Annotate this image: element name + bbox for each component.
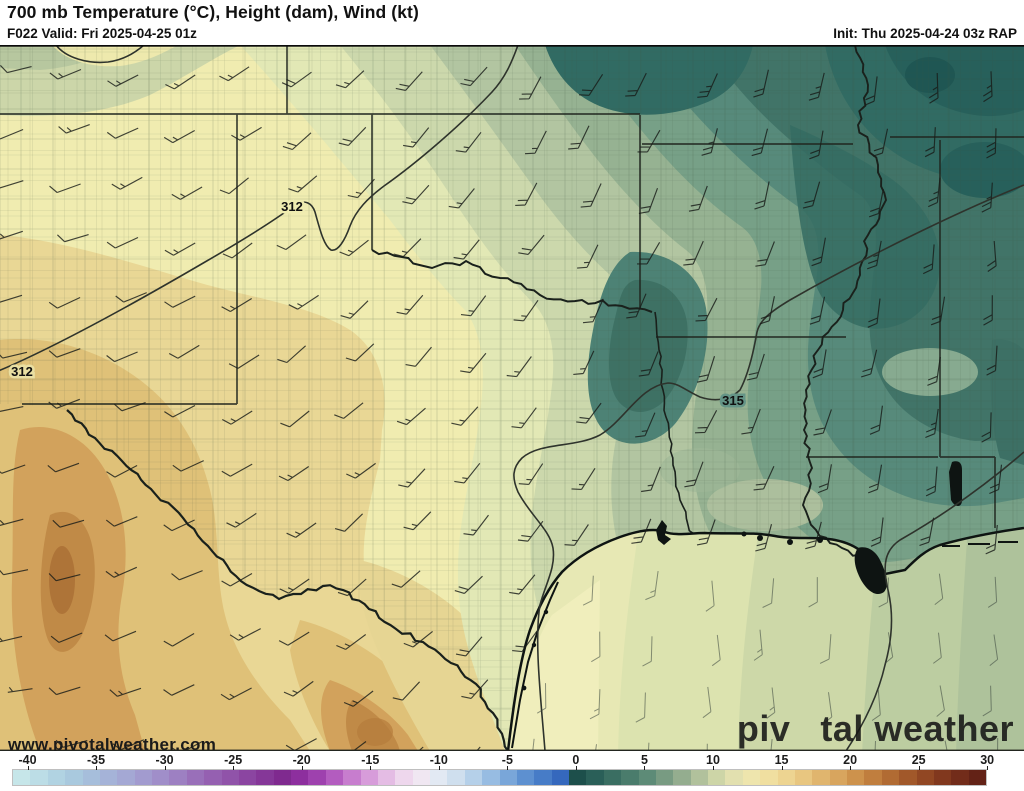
- colorbar-cell: [881, 770, 900, 785]
- colorbar-tick-label: 10: [706, 753, 720, 767]
- colorbar: [12, 769, 987, 786]
- map-canvas: 312 312 315 www.pivotalweather.com piv: [0, 45, 1024, 754]
- colorbar-cell: [65, 770, 83, 785]
- colorbar-cell: [186, 770, 205, 785]
- colorbar-cell: [325, 770, 344, 785]
- colorbar-cell: [343, 770, 361, 785]
- wind-barbs-layer: [0, 65, 1003, 751]
- colorbar-cell: [273, 770, 291, 785]
- colorbar-cell: [221, 770, 239, 785]
- colorbar-cell: [847, 770, 865, 785]
- colorbar-cell: [725, 770, 743, 785]
- colorbar-cell: [569, 770, 587, 785]
- colorbar-tick-label: -35: [87, 753, 106, 767]
- colorbar-cell: [829, 770, 847, 785]
- colorbar-tick-label: -5: [501, 753, 513, 767]
- colorbar-cell: [516, 770, 535, 785]
- colorbar-cell: [968, 770, 986, 785]
- pivotal-weather-logo: piv tal weather: [737, 708, 1014, 750]
- colorbar-footer: -40 -35 -30 -25 -20 -15 -10 -5 0 5 10 15 20 25 30: [0, 751, 1024, 791]
- colorbar-cell: [551, 770, 569, 785]
- colorbar-cell: [152, 770, 170, 785]
- colorbar-tick-label: -40: [18, 753, 37, 767]
- colorbar-cell: [621, 770, 639, 785]
- colorbar-cell: [742, 770, 761, 785]
- colorbar-cell: [134, 770, 152, 785]
- colorbar-cell: [760, 770, 778, 785]
- colorbar-cell: [933, 770, 952, 785]
- header: 700 mb Temperature (°C), Height (dam), W…: [0, 0, 1024, 45]
- colorbar-cell: [82, 770, 100, 785]
- colorbar-cell: [395, 770, 413, 785]
- colorbar-cell: [308, 770, 326, 785]
- contour-label-315: 315: [722, 393, 744, 408]
- colorbar-tick-label: 20: [843, 753, 858, 767]
- logo-text-left: piv: [736, 708, 791, 749]
- contour-labels: 312 312 315: [9, 197, 747, 411]
- colorbar-cell: [291, 770, 309, 785]
- colorbar-cell: [464, 770, 483, 785]
- contour-312-arc: [55, 45, 145, 64]
- colorbar-cell: [238, 770, 257, 785]
- model-init-time: Init: Thu 2025-04-24 03z RAP: [833, 26, 1017, 41]
- colorbar-tick-label: -30: [155, 753, 174, 767]
- colorbar-cell: [777, 770, 795, 785]
- colorbar-cell: [586, 770, 604, 785]
- map-bottom-border: [0, 749, 1024, 751]
- colorbar-cell: [47, 770, 66, 785]
- map-top-border: [0, 45, 1024, 47]
- colorbar-cell: [13, 770, 31, 785]
- colorbar-cell: [430, 770, 448, 785]
- colorbar-cell: [256, 770, 274, 785]
- colorbar-cell: [482, 770, 500, 785]
- colorbar-tick-label: 25: [911, 753, 926, 767]
- colorbar-tick-label: -10: [429, 753, 448, 767]
- colorbar-cell: [603, 770, 622, 785]
- colorbar-cell: [447, 770, 465, 785]
- colorbar-ticks: [0, 766, 1024, 770]
- rivers-layer: [66, 45, 888, 751]
- colorbar-cell: [951, 770, 969, 785]
- logo-text-right: tal weather: [820, 708, 1014, 749]
- colorbar-tick-label: -20: [292, 753, 311, 767]
- colorbar-tick-label: 15: [774, 753, 789, 767]
- colorbar-cell: [99, 770, 118, 785]
- colorbar-tick-label: 30: [980, 753, 995, 767]
- colorbar-cell: [169, 770, 187, 785]
- watermark-url: www.pivotalweather.com: [8, 735, 217, 754]
- colorbar-cell: [690, 770, 708, 785]
- colorbar-cell: [916, 770, 934, 785]
- colorbar-cell: [117, 770, 135, 785]
- colorbar-cell: [412, 770, 430, 785]
- forecast-valid-time: F022 Valid: Fri 2025-04-25 01z: [7, 26, 197, 41]
- contour-315: [513, 184, 1024, 751]
- colorbar-cell: [899, 770, 917, 785]
- colorbar-cell: [30, 770, 48, 785]
- contour-label-312: 312: [281, 199, 303, 214]
- colorbar-cell: [638, 770, 656, 785]
- colorbar-cell: [377, 770, 396, 785]
- colorbar-cell: [360, 770, 378, 785]
- colorbar-tick-label: -25: [224, 753, 243, 767]
- colorbar-cell: [204, 770, 222, 785]
- colorbar-cell: [864, 770, 882, 785]
- colorbar-cell: [812, 770, 830, 785]
- map-svg: 312 312 315: [0, 45, 1024, 751]
- colorbar-cell: [794, 770, 813, 785]
- colorbar-cell: [499, 770, 517, 785]
- colorbar-cell: [534, 770, 552, 785]
- colorbar-tick-labels: -40 -35 -30 -25 -20 -15 -10 -5 0 5 10 15 20 25 30: [0, 753, 1024, 768]
- contour-312: [0, 45, 519, 372]
- gear-icon: [792, 719, 819, 746]
- colorbar-cell: [673, 770, 691, 785]
- page-title: 700 mb Temperature (°C), Height (dam), W…: [7, 2, 419, 22]
- colorbar-tick-label: 5: [640, 753, 648, 767]
- contour-label-312-west: 312: [11, 364, 33, 379]
- colorbar-tick-label: 0: [572, 753, 580, 767]
- colorbar-cell: [708, 770, 726, 785]
- colorbar-tick-label: -15: [361, 753, 380, 767]
- colorbar-cell: [655, 770, 674, 785]
